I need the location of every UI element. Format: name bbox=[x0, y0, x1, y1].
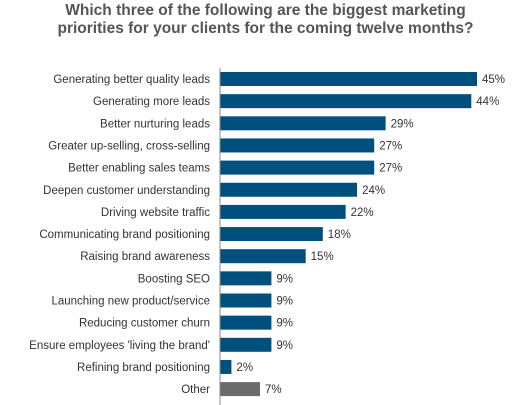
category-label: Better nurturing leads bbox=[100, 118, 210, 130]
value-label: 7% bbox=[265, 384, 282, 396]
value-label: 2% bbox=[236, 362, 253, 374]
value-label: 9% bbox=[276, 318, 293, 330]
value-label: 24% bbox=[362, 185, 385, 197]
bar bbox=[220, 227, 323, 242]
bar bbox=[220, 204, 346, 219]
category-label: Communicating brand positioning bbox=[39, 229, 210, 241]
category-label: Deepen customer understanding bbox=[43, 185, 210, 197]
category-label: Boosting SEO bbox=[138, 273, 210, 285]
category-label: Better enabling sales teams bbox=[68, 163, 210, 175]
bar bbox=[220, 337, 272, 352]
category-label: Ensure employees 'living the brand' bbox=[29, 340, 210, 352]
bar bbox=[220, 249, 306, 264]
value-label: 27% bbox=[379, 163, 402, 175]
value-label: 29% bbox=[391, 118, 414, 130]
bar bbox=[220, 138, 375, 153]
value-label: 9% bbox=[276, 340, 293, 352]
bar bbox=[220, 72, 477, 86]
bar bbox=[220, 94, 472, 109]
bar bbox=[220, 359, 232, 374]
bar bbox=[220, 160, 375, 175]
bar bbox=[220, 382, 260, 397]
bar bbox=[220, 271, 272, 286]
bar bbox=[220, 182, 358, 197]
bar bbox=[220, 315, 272, 330]
category-label: Greater up-selling, cross-selling bbox=[48, 140, 210, 152]
value-label: 9% bbox=[276, 296, 293, 308]
value-label: 15% bbox=[311, 251, 334, 263]
chart-title: Which three of the following are the big… bbox=[57, 2, 474, 37]
category-label: Raising brand awareness bbox=[80, 251, 210, 263]
value-label: 9% bbox=[276, 273, 293, 285]
category-label: Generating better quality leads bbox=[53, 74, 210, 86]
value-label: 44% bbox=[476, 96, 499, 108]
category-label: Driving website traffic bbox=[101, 207, 210, 219]
bars-group: Generating better quality leads 45% Genera… bbox=[29, 72, 505, 397]
bar bbox=[220, 293, 272, 308]
value-label: 18% bbox=[328, 229, 351, 241]
category-label: Launching new product/service bbox=[51, 296, 210, 308]
value-label: 27% bbox=[379, 140, 402, 152]
category-label: Generating more leads bbox=[93, 96, 210, 108]
category-label: Reducing customer churn bbox=[79, 318, 210, 330]
value-label: 45% bbox=[482, 74, 505, 86]
bar bbox=[220, 116, 386, 131]
value-label: 22% bbox=[351, 207, 374, 219]
category-label: Refining brand positioning bbox=[77, 362, 210, 374]
category-label: Other bbox=[181, 384, 210, 396]
